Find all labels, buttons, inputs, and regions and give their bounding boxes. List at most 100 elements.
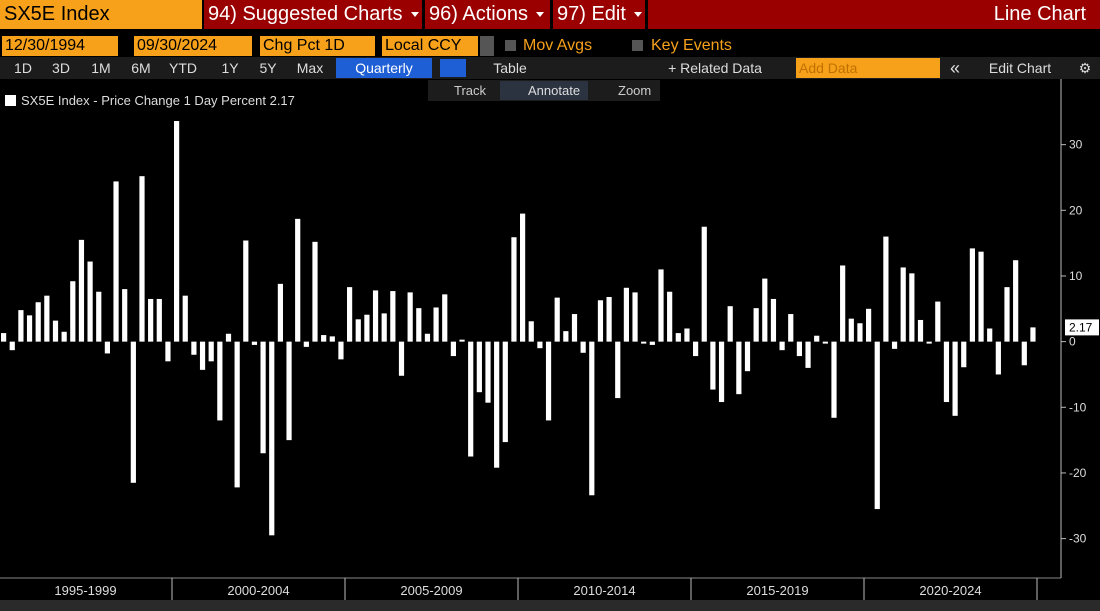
bar <box>329 336 335 342</box>
bar <box>917 319 924 342</box>
line-icon-button[interactable] <box>440 59 466 77</box>
bar <box>961 341 967 368</box>
bar <box>693 341 699 357</box>
menu[interactable]: 96) Actions <box>425 0 550 29</box>
bar <box>407 292 413 342</box>
bar <box>174 121 180 342</box>
currency-select[interactable]: Local CCY <box>382 36 478 56</box>
bar <box>1013 260 1019 342</box>
bar <box>277 283 283 342</box>
security-field[interactable]: SX5E Index <box>0 0 202 29</box>
bar <box>35 302 41 342</box>
period-button[interactable]: 6M <box>131 60 151 76</box>
bar <box>18 310 24 342</box>
bar <box>416 308 422 342</box>
period-button[interactable]: 1M <box>91 60 111 76</box>
bar <box>52 320 59 342</box>
edit-chart-button[interactable]: Edit Chart <box>988 60 1052 76</box>
bar <box>502 341 508 443</box>
bar <box>260 341 266 454</box>
menu[interactable]: 94) Suggested Charts <box>204 0 422 29</box>
bar <box>208 341 214 362</box>
bar <box>537 341 543 349</box>
checkbox[interactable] <box>505 40 516 51</box>
bar <box>615 341 621 399</box>
x-group-label: 2010-2014 <box>573 583 635 598</box>
bar <box>1004 287 1010 342</box>
bar <box>857 323 863 342</box>
tool-button[interactable]: Annotate <box>528 83 581 98</box>
period-button[interactable]: 1D <box>14 60 32 76</box>
period-button[interactable]: Max <box>296 60 324 76</box>
bar <box>571 314 578 342</box>
tool-button[interactable]: Zoom <box>618 83 652 98</box>
bar <box>338 341 344 360</box>
bar <box>649 341 655 345</box>
bar <box>321 335 327 342</box>
collapse-button[interactable]: « <box>949 58 960 78</box>
bar <box>364 314 370 342</box>
bar <box>891 341 898 349</box>
bar <box>658 269 664 342</box>
bar <box>485 341 491 403</box>
bar <box>381 313 387 342</box>
bar <box>303 341 309 347</box>
bar <box>251 341 258 345</box>
bar <box>943 341 950 403</box>
checkbox[interactable] <box>632 40 643 51</box>
bar <box>770 298 777 342</box>
end-date[interactable]: 09/30/2024 <box>134 36 252 56</box>
bar <box>225 333 232 342</box>
tool-button[interactable]: Track <box>454 83 487 98</box>
bar <box>494 341 500 468</box>
bar <box>736 341 742 395</box>
bar <box>165 341 171 362</box>
bar <box>122 289 128 342</box>
bar <box>96 291 102 342</box>
bar <box>969 248 975 342</box>
legend-value: 2.17 <box>269 93 295 108</box>
period-button[interactable]: YTD <box>169 60 197 76</box>
settings-icon[interactable]: ⚙ <box>1078 60 1092 76</box>
bar <box>727 306 733 342</box>
bar <box>372 290 379 342</box>
period-button[interactable]: 3D <box>52 60 70 76</box>
y-tick-label: 20 <box>1069 203 1083 217</box>
last-value-tag <box>1065 319 1099 336</box>
field-select[interactable]: Chg Pct 1D <box>260 36 375 56</box>
frequency-button[interactable]: Quarterly <box>336 58 432 78</box>
y-tick-label: 30 <box>1069 138 1083 152</box>
period-button[interactable]: 1Y <box>221 60 239 76</box>
dropdown-arrow[interactable] <box>480 36 494 56</box>
legend-swatch <box>5 95 16 106</box>
start-date[interactable]: 12/30/1994 <box>2 36 118 56</box>
bar <box>848 318 854 342</box>
bar <box>520 213 526 342</box>
bar <box>788 314 794 342</box>
bar <box>468 341 474 457</box>
add-data-input[interactable]: Add Data <box>796 58 940 78</box>
bar <box>675 333 681 342</box>
bar <box>442 294 448 342</box>
bar <box>684 328 690 342</box>
related-data[interactable]: + Related Data <box>668 60 762 76</box>
bar <box>390 291 396 342</box>
period-button[interactable]: 5Y <box>259 60 277 76</box>
bar <box>796 341 802 357</box>
bar <box>87 261 93 342</box>
bar <box>753 308 759 342</box>
table-button[interactable]: Table <box>493 60 527 76</box>
bar <box>718 341 725 403</box>
bar <box>1 333 7 342</box>
menu[interactable]: 97) Edit <box>553 0 645 29</box>
bar <box>476 341 482 393</box>
bar <box>597 300 604 342</box>
bar <box>952 341 958 416</box>
bar <box>909 273 915 342</box>
bar <box>148 298 154 342</box>
y-tick-label: -20 <box>1069 466 1087 480</box>
bar <box>459 339 465 342</box>
bar <box>563 331 569 342</box>
bar <box>26 315 33 342</box>
